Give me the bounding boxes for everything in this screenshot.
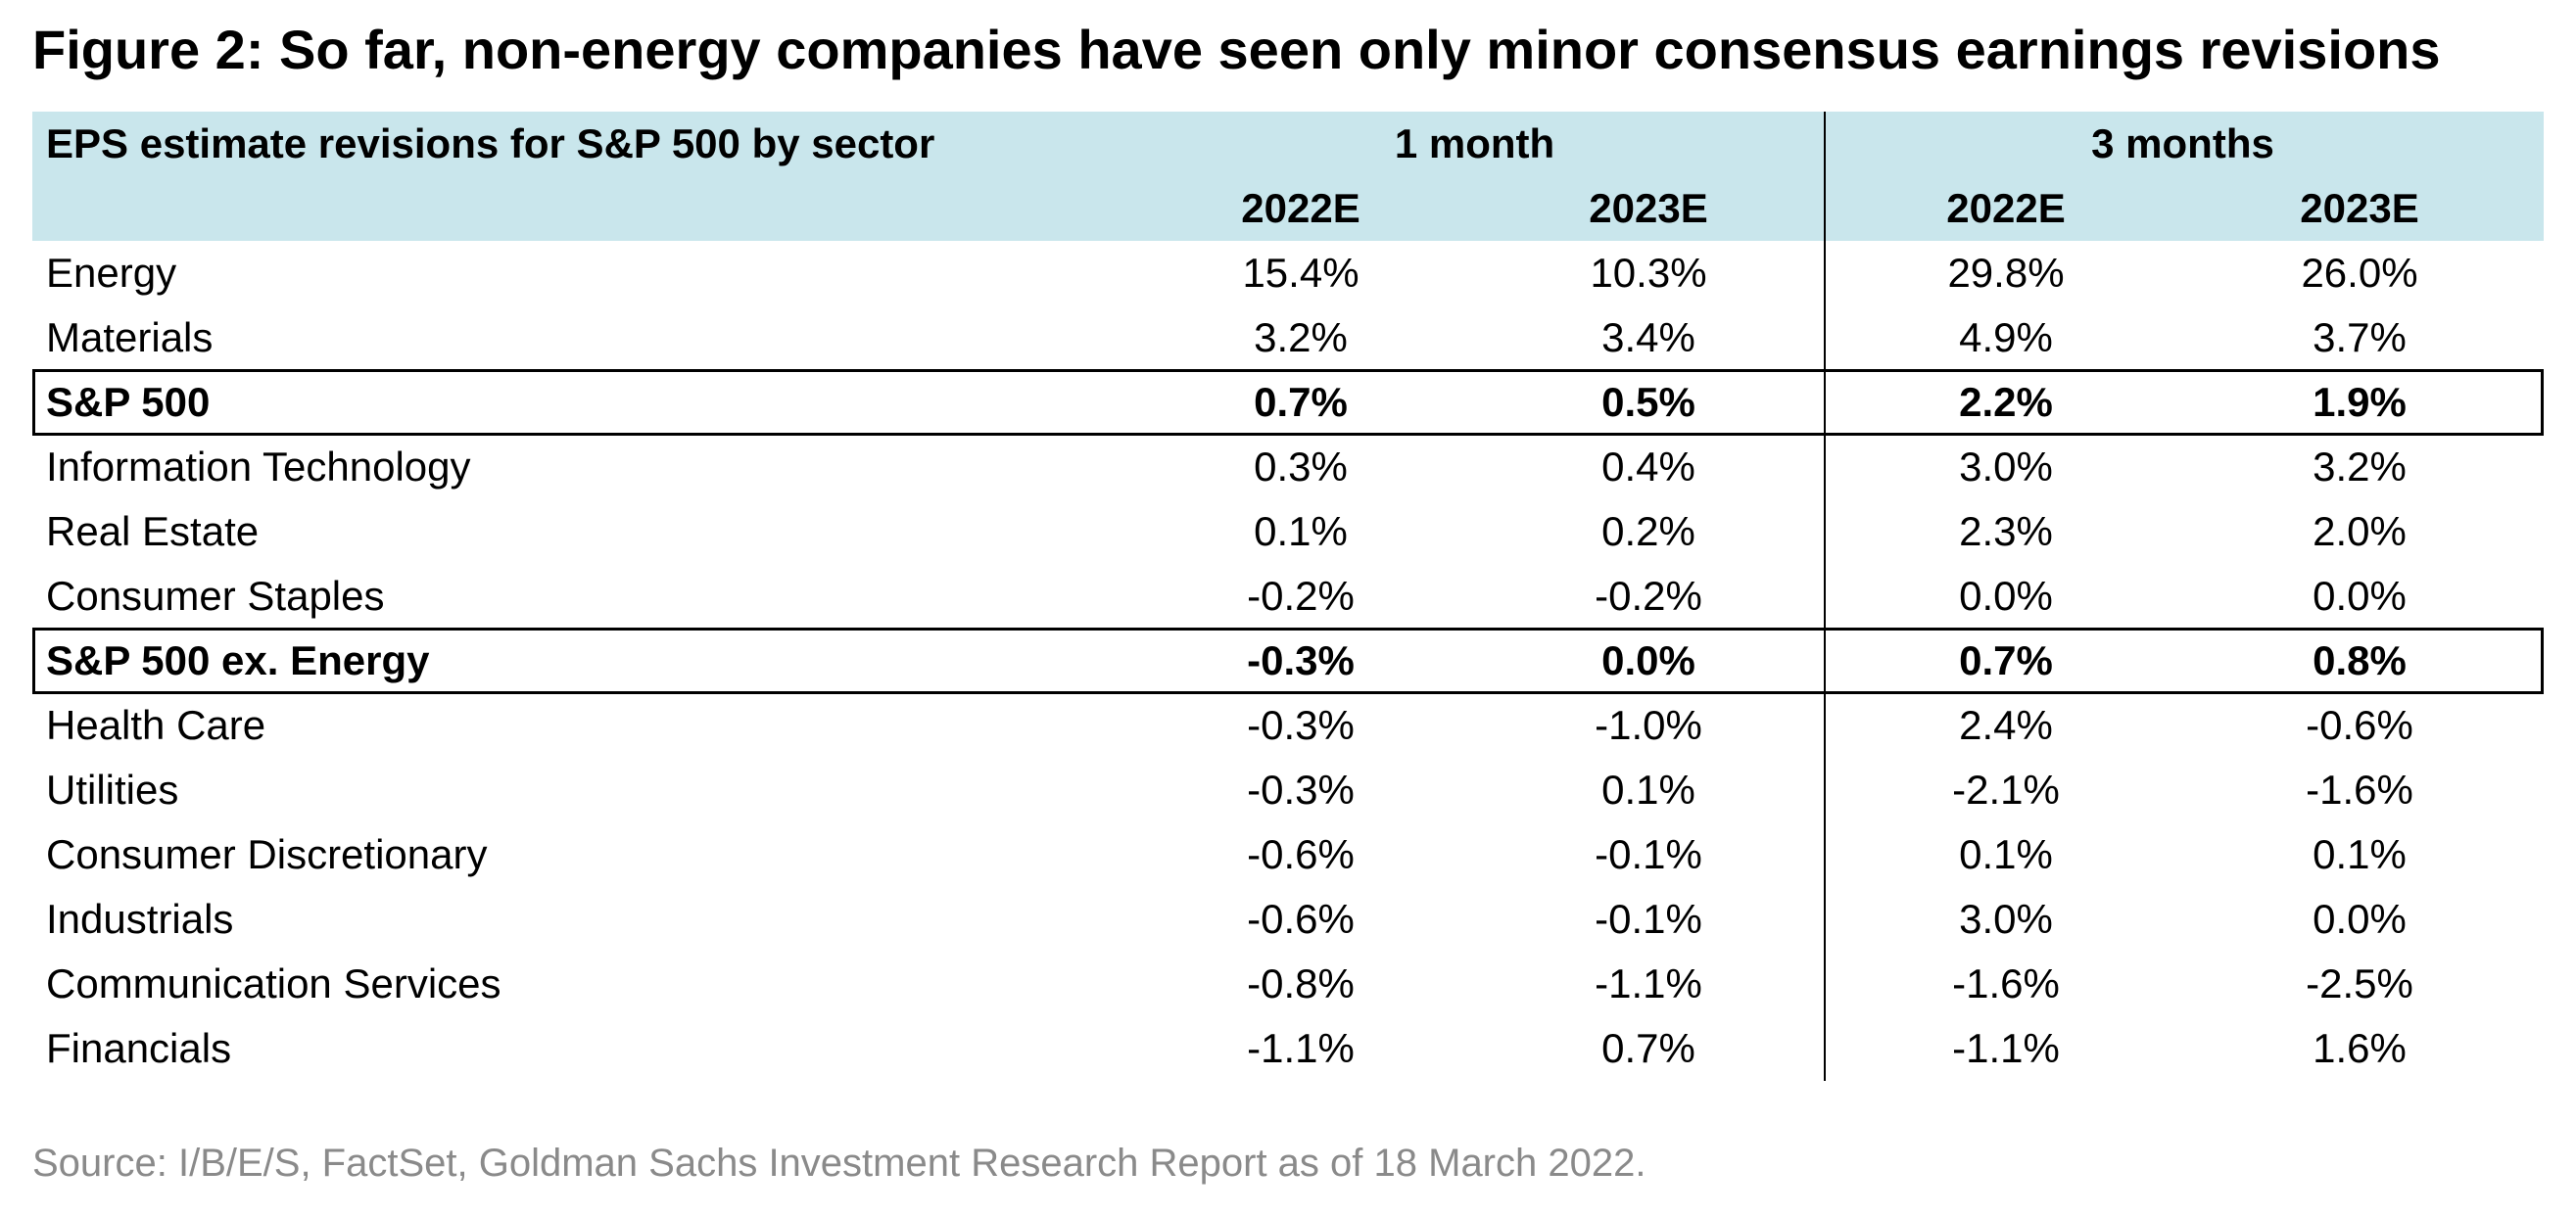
figure-title: Figure 2: So far, non-energy companies h… (32, 19, 2441, 80)
col-header-3m-2022e: 2022E (1946, 185, 2066, 231)
eps-revisions-table: EPS estimate revisions for S&P 500 by se… (32, 112, 2544, 1081)
sector-label: Real Estate (46, 508, 260, 554)
value-cell-1m-2022e: -0.3% (1247, 702, 1355, 748)
value-cell-1m-2023e: 0.1% (1601, 767, 1695, 813)
value-cell-3m-2023e: 1.9% (2313, 379, 2407, 425)
value-cell-1m-2022e: -0.3% (1247, 637, 1355, 683)
sector-label: Utilities (46, 767, 179, 813)
value-cell-1m-2023e: -1.0% (1595, 702, 1702, 748)
highlight-box (32, 628, 2544, 694)
sector-label: Financials (46, 1025, 232, 1071)
highlight-box (32, 369, 2544, 436)
value-cell-3m-2023e: 0.1% (2313, 831, 2407, 877)
value-cell-3m-2022e: -2.1% (1952, 767, 2060, 813)
value-cell-3m-2023e: 0.0% (2313, 573, 2407, 619)
value-cell-1m-2023e: 0.7% (1601, 1025, 1695, 1071)
value-cell-1m-2023e: 0.5% (1601, 379, 1695, 425)
group-divider-line (1824, 112, 1826, 1081)
sector-label: Information Technology (46, 444, 471, 490)
value-cell-3m-2023e: -1.6% (2306, 767, 2413, 813)
value-cell-3m-2023e: -2.5% (2306, 960, 2413, 1006)
value-cell-3m-2023e: 0.8% (2313, 637, 2407, 683)
sector-label: S&P 500 ex. Energy (46, 637, 430, 683)
value-cell-3m-2022e: -1.1% (1952, 1025, 2060, 1071)
value-cell-1m-2023e: -0.1% (1595, 831, 1702, 877)
value-cell-3m-2022e: 0.1% (1959, 831, 2053, 877)
source-note: Source: I/B/E/S, FactSet, Goldman Sachs … (32, 1142, 1646, 1185)
col-header-1m-2023e: 2023E (1589, 185, 1708, 231)
value-cell-3m-2022e: 3.0% (1959, 896, 2053, 942)
value-cell-3m-2023e: 0.0% (2313, 896, 2407, 942)
value-cell-1m-2022e: 0.7% (1254, 379, 1348, 425)
sector-label: Communication Services (46, 960, 501, 1006)
value-cell-3m-2023e: -0.6% (2306, 702, 2413, 748)
value-cell-3m-2023e: 3.2% (2313, 444, 2407, 490)
col-header-3m-2023e: 2023E (2300, 185, 2419, 231)
value-cell-3m-2022e: -1.6% (1952, 960, 2060, 1006)
value-cell-3m-2023e: 2.0% (2313, 508, 2407, 554)
value-cell-3m-2023e: 26.0% (2301, 250, 2418, 296)
value-cell-1m-2022e: -1.1% (1247, 1025, 1355, 1071)
value-cell-1m-2022e: -0.6% (1247, 896, 1355, 942)
value-cell-1m-2022e: -0.2% (1247, 573, 1355, 619)
value-cell-1m-2023e: -1.1% (1595, 960, 1702, 1006)
value-cell-3m-2022e: 2.3% (1959, 508, 2053, 554)
sector-label: S&P 500 (46, 379, 211, 425)
sector-label: Industrials (46, 896, 234, 942)
value-cell-1m-2022e: -0.8% (1247, 960, 1355, 1006)
value-cell-1m-2023e: -0.2% (1595, 573, 1702, 619)
value-cell-1m-2022e: 15.4% (1242, 250, 1360, 296)
sector-label: Energy (46, 250, 177, 296)
value-cell-3m-2022e: 2.4% (1959, 702, 2053, 748)
value-cell-3m-2023e: 3.7% (2313, 314, 2407, 360)
header-band (32, 112, 2544, 241)
sector-label: Consumer Staples (46, 573, 385, 619)
value-cell-1m-2023e: 0.0% (1601, 637, 1695, 683)
value-cell-1m-2023e: 0.2% (1601, 508, 1695, 554)
value-cell-3m-2022e: 4.9% (1959, 314, 2053, 360)
value-cell-1m-2023e: 10.3% (1590, 250, 1707, 296)
value-cell-1m-2022e: -0.6% (1247, 831, 1355, 877)
col-header-1m-2022e: 2022E (1241, 185, 1360, 231)
sector-label: Health Care (46, 702, 266, 748)
group-header-1-month: 1 month (1394, 120, 1555, 166)
value-cell-3m-2022e: 2.2% (1959, 379, 2053, 425)
value-cell-3m-2022e: 29.8% (1947, 250, 2065, 296)
value-cell-1m-2022e: -0.3% (1247, 767, 1355, 813)
sector-label: Materials (46, 314, 214, 360)
value-cell-1m-2023e: 3.4% (1601, 314, 1695, 360)
value-cell-3m-2023e: 1.6% (2313, 1025, 2407, 1071)
value-cell-1m-2022e: 3.2% (1254, 314, 1348, 360)
value-cell-1m-2022e: 0.3% (1254, 444, 1348, 490)
value-cell-1m-2023e: -0.1% (1595, 896, 1702, 942)
group-header-3-months: 3 months (2091, 120, 2274, 166)
value-cell-1m-2022e: 0.1% (1254, 508, 1348, 554)
sector-label: Consumer Discretionary (46, 831, 488, 877)
value-cell-3m-2022e: 3.0% (1959, 444, 2053, 490)
value-cell-1m-2023e: 0.4% (1601, 444, 1695, 490)
row-header-label: EPS estimate revisions for S&P 500 by se… (46, 120, 935, 166)
value-cell-3m-2022e: 0.7% (1959, 637, 2053, 683)
value-cell-3m-2022e: 0.0% (1959, 573, 2053, 619)
